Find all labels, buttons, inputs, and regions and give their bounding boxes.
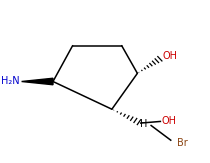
Text: H₂N: H₂N [1, 76, 20, 87]
Text: H: H [140, 119, 147, 129]
Text: OH: OH [162, 51, 177, 61]
Polygon shape [22, 78, 53, 85]
Text: OH: OH [161, 116, 176, 126]
Text: Br: Br [177, 138, 187, 148]
